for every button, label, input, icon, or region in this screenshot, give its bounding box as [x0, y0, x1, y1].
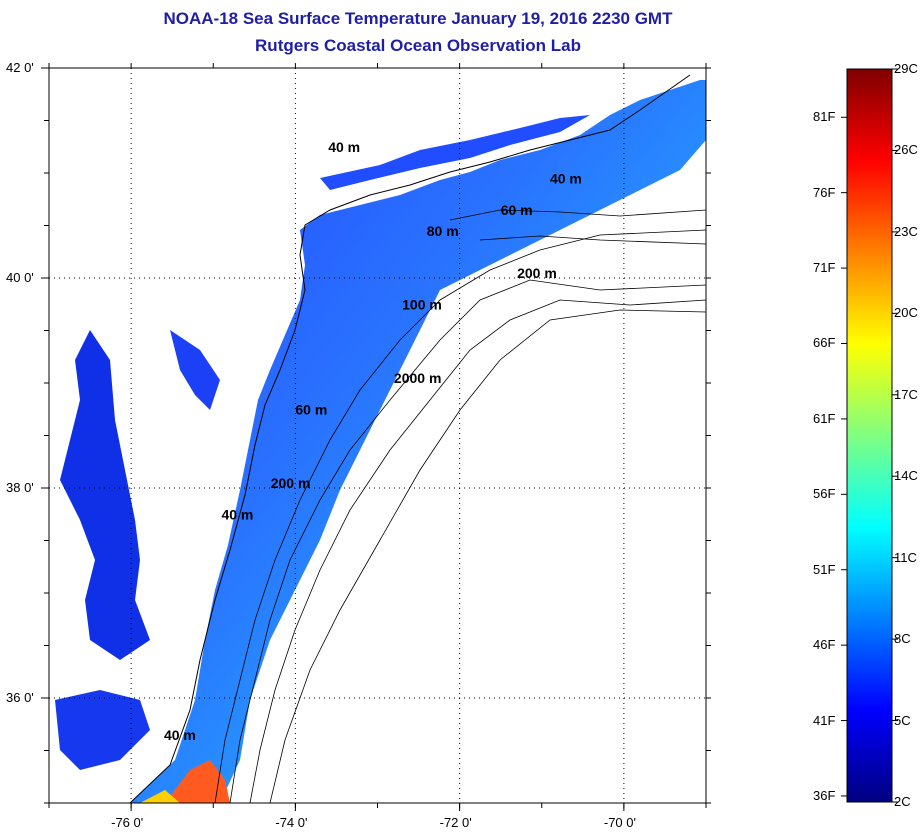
- contour-label: 200 m: [517, 265, 557, 281]
- contour-label: 100 m: [402, 297, 442, 313]
- colorbar-celsius-label: 11C: [894, 549, 917, 565]
- colorbar-celsius-label: 17C: [894, 386, 918, 402]
- colorbar-fahrenheit-label: 81F: [813, 109, 836, 125]
- lon-tick-label: -72 0': [439, 815, 472, 830]
- colorbar-celsius-label: 14C: [894, 468, 918, 484]
- colorbar-celsius-label: 8C: [894, 631, 911, 647]
- map-ticks: [41, 63, 711, 811]
- contour-label: 40 m: [550, 171, 582, 187]
- lon-tick-label: -70 0': [603, 815, 636, 830]
- sst-chesapeake: [60, 330, 150, 660]
- contour-labels: 40 m 60 m 80 m 200 m 100 m 2000 m 60 m 200 m 40 …: [164, 139, 582, 743]
- colorbar-fahrenheit-label: 36F: [813, 787, 836, 803]
- colorbar-fahrenheit-label: 66F: [813, 335, 836, 351]
- colorbar-celsius-label: 26C: [894, 142, 918, 158]
- sst-pamlico: [55, 690, 150, 770]
- colorbar-celsius-label: 2C: [894, 794, 911, 809]
- contour-label: 2000 m: [394, 370, 441, 386]
- lat-tick-label: 38 0': [6, 480, 34, 495]
- colorbar-fahrenheit-label: 71F: [813, 260, 836, 276]
- sst-delaware-bay: [170, 330, 220, 410]
- lat-tick-label: 42 0': [6, 60, 34, 75]
- contour-label: 80 m: [427, 223, 459, 239]
- lon-tick-label: -76 0': [111, 815, 144, 830]
- colorbar-fahrenheit-label: 56F: [813, 486, 836, 502]
- contour-label: 40 m: [328, 139, 360, 155]
- colorbar-fahrenheit-label: 46F: [813, 637, 836, 653]
- colorbar-celsius-label: 20C: [894, 305, 918, 321]
- colorbar-celsius-label: 29C: [894, 61, 918, 76]
- map-subtitle: Rutgers Coastal Ocean Observation Lab: [255, 36, 581, 55]
- lon-tick-label: -74 0': [275, 815, 308, 830]
- contour-label: 40 m: [164, 727, 196, 743]
- colorbar-fahrenheit-label: 41F: [813, 712, 836, 728]
- coastline: [129, 74, 691, 803]
- lat-tick-label: 36 0': [6, 690, 34, 705]
- sst-sound: [320, 115, 590, 190]
- map-title: NOAA-18 Sea Surface Temperature January …: [163, 9, 673, 28]
- sst-swath: [130, 80, 706, 803]
- colorbar-celsius-label: 5C: [894, 712, 911, 728]
- contour-label: 40 m: [221, 507, 253, 523]
- sst-warm-patch: [165, 760, 230, 803]
- sst-warm-patch-2: [140, 790, 180, 803]
- contour-label: 60 m: [501, 202, 533, 218]
- colorbar-ticks: [841, 68, 898, 803]
- isobath-contours: [214, 209, 706, 803]
- lat-tick-label: 40 0': [6, 270, 34, 285]
- colorbar-fahrenheit-label: 76F: [813, 184, 836, 200]
- contour-label: 200 m: [271, 475, 311, 491]
- colorbar-fahrenheit-label: 51F: [813, 561, 836, 577]
- contour-label: 60 m: [295, 402, 327, 418]
- colorbar-fahrenheit-label: 61F: [813, 410, 836, 426]
- colorbar: [846, 68, 893, 803]
- colorbar-celsius-label: 23C: [894, 223, 918, 239]
